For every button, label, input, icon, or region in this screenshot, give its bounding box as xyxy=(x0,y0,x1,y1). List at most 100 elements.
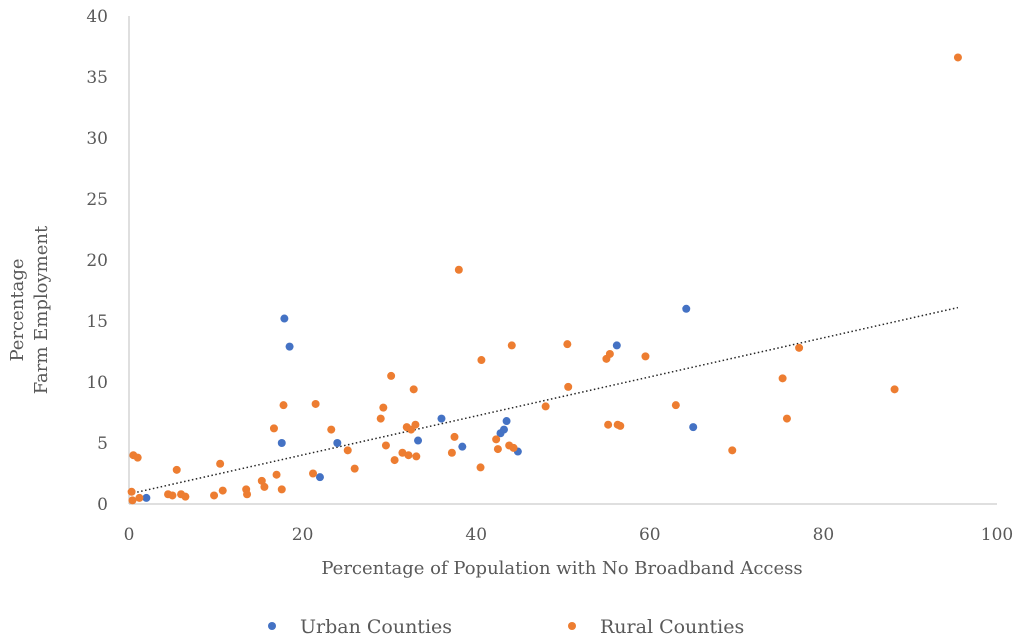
legend-label-rural: Rural Counties xyxy=(600,616,744,638)
data-points xyxy=(127,53,962,505)
rural-point xyxy=(379,403,388,412)
rural-point xyxy=(541,402,550,411)
y-tick-label: 25 xyxy=(86,190,108,210)
rural-point xyxy=(795,343,804,352)
urban-point xyxy=(414,436,423,445)
x-tick-label: 100 xyxy=(981,525,1013,545)
y-tick-label: 35 xyxy=(86,68,108,88)
urban-point xyxy=(315,473,324,482)
rural-point xyxy=(564,382,573,391)
y-tick-label: 5 xyxy=(97,434,108,454)
rural-point xyxy=(243,490,252,499)
rural-point xyxy=(168,491,177,500)
rural-point xyxy=(728,446,737,455)
y-tick-label: 20 xyxy=(86,251,108,271)
rural-point xyxy=(172,465,181,474)
rural-point xyxy=(269,424,278,433)
rural-point xyxy=(210,491,219,500)
rural-point xyxy=(387,371,396,380)
urban-point xyxy=(280,314,289,323)
rural-point xyxy=(309,469,318,478)
y-tick-label: 30 xyxy=(86,129,108,149)
rural-point xyxy=(412,452,421,461)
trendline-group xyxy=(133,306,959,494)
legend-marker-rural xyxy=(568,622,576,630)
rural-point xyxy=(493,445,502,454)
rural-point xyxy=(404,451,413,460)
rural-point xyxy=(390,456,399,465)
rural-point xyxy=(350,464,359,473)
rural-point xyxy=(890,385,899,394)
y-tick-label: 40 xyxy=(86,7,108,27)
legend-marker-urban xyxy=(268,622,276,630)
urban-point xyxy=(285,342,294,351)
rural-point xyxy=(128,496,137,505)
rural-point xyxy=(127,487,136,496)
rural-point xyxy=(260,482,269,491)
rural-point xyxy=(135,493,144,502)
x-tick-label: 0 xyxy=(124,525,135,545)
rural-point xyxy=(782,414,791,423)
rural-point xyxy=(454,265,463,274)
y-tick-label: 15 xyxy=(86,312,108,332)
urban-point xyxy=(499,425,508,434)
rural-point xyxy=(272,470,281,479)
y-axis-title-line-1: Percentage xyxy=(7,258,28,361)
urban-point xyxy=(437,414,446,423)
rural-point xyxy=(218,486,227,495)
rural-point xyxy=(778,374,787,383)
x-tick-label: 20 xyxy=(292,525,314,545)
rural-point xyxy=(450,432,459,441)
rural-point xyxy=(476,463,485,472)
rural-point xyxy=(507,341,516,350)
rural-point xyxy=(604,420,613,429)
rural-point xyxy=(398,448,407,457)
y-tick-label: 10 xyxy=(86,373,108,393)
rural-point xyxy=(605,349,614,358)
rural-point xyxy=(492,435,501,444)
rural-point xyxy=(411,420,420,429)
x-axis-ticks: 0 20 40 60 80 100 xyxy=(124,525,1014,545)
rural-point xyxy=(257,476,266,485)
y-tick-label: 0 xyxy=(97,495,108,515)
y-axis-ticks: 0 5 10 15 20 25 30 35 40 xyxy=(86,7,108,515)
urban-point xyxy=(458,442,467,451)
axes xyxy=(128,16,997,505)
rural-point xyxy=(327,425,336,434)
urban-point xyxy=(689,423,698,432)
rural-point xyxy=(343,446,352,455)
rural-point xyxy=(616,421,625,430)
legend-label-urban: Urban Counties xyxy=(300,616,452,638)
rural-point xyxy=(381,441,390,450)
rural-point xyxy=(477,356,486,365)
urban-point xyxy=(682,304,691,313)
y-axis-title: Percentage Farm Employment xyxy=(7,225,52,394)
urban-point xyxy=(277,439,286,447)
rural-point xyxy=(376,414,385,423)
rural-point xyxy=(409,385,418,394)
rural-point xyxy=(311,399,320,408)
rural-point xyxy=(563,340,572,349)
urban-point xyxy=(502,417,511,426)
rural-point xyxy=(216,459,225,468)
rural-point xyxy=(509,443,518,452)
rural-point xyxy=(133,453,142,462)
urban-point xyxy=(142,493,151,502)
rural-point xyxy=(277,485,286,494)
rural-point xyxy=(641,352,650,361)
rural-point xyxy=(953,53,962,62)
x-tick-label: 60 xyxy=(639,525,661,545)
urban-point xyxy=(333,439,342,447)
trendline xyxy=(133,306,959,494)
urban-point xyxy=(612,341,621,350)
x-tick-label: 80 xyxy=(813,525,835,545)
rural-point xyxy=(279,401,288,410)
rural-point xyxy=(447,448,456,457)
legend: Urban Counties Rural Counties xyxy=(268,616,744,638)
rural-point xyxy=(181,492,190,501)
x-axis-title: Percentage of Population with No Broadba… xyxy=(321,558,802,579)
y-axis-title-line-2: Farm Employment xyxy=(31,225,52,394)
x-tick-label: 40 xyxy=(465,525,487,545)
rural-point xyxy=(671,401,680,410)
